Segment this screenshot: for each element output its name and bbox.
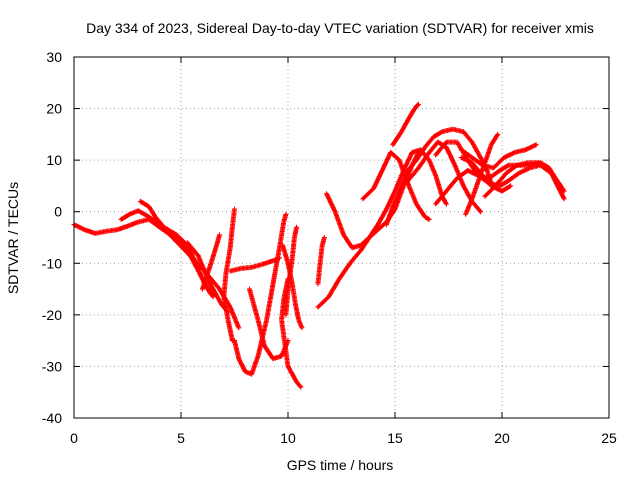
y-axis-label: SDTVAR / TECUs bbox=[5, 182, 21, 294]
x-tick-label: 25 bbox=[601, 430, 617, 446]
series-markers bbox=[232, 211, 289, 377]
series-markers bbox=[227, 255, 282, 274]
series-track-5 bbox=[199, 232, 222, 292]
grid bbox=[74, 57, 609, 418]
x-tick-label: 20 bbox=[494, 430, 510, 446]
series-markers bbox=[199, 232, 222, 292]
y-tick-label: 10 bbox=[46, 152, 62, 168]
series-track-7 bbox=[232, 211, 289, 377]
series-track-2 bbox=[118, 208, 242, 331]
series-track-17 bbox=[390, 101, 421, 148]
y-tick-label: 20 bbox=[46, 101, 62, 117]
x-tick-label: 5 bbox=[177, 430, 185, 446]
x-tick-label: 0 bbox=[70, 430, 78, 446]
series-markers bbox=[315, 235, 327, 287]
series-track-8 bbox=[227, 255, 282, 274]
chart-title: Day 334 of 2023, Sidereal Day-to-day VTE… bbox=[86, 20, 594, 36]
axis-ticks: 0 5 10 15 20 25 -40 -30 -20 -10 0 10 20 30 bbox=[42, 49, 617, 446]
y-tick-label: -40 bbox=[42, 410, 62, 426]
y-tick-label: -20 bbox=[42, 307, 62, 323]
series-track-25 bbox=[482, 160, 552, 199]
series-markers bbox=[279, 276, 304, 390]
data-points bbox=[71, 101, 567, 390]
series-track-12 bbox=[280, 242, 305, 331]
series-markers bbox=[390, 101, 421, 148]
series-track-13 bbox=[315, 235, 327, 287]
series-markers bbox=[482, 160, 552, 199]
series-track-10 bbox=[279, 276, 304, 390]
series-track-24 bbox=[458, 142, 539, 171]
series-markers bbox=[458, 142, 539, 171]
y-tick-label: 30 bbox=[46, 49, 62, 65]
series-markers bbox=[280, 242, 305, 331]
y-tick-label: 0 bbox=[54, 204, 62, 220]
series-track-22 bbox=[463, 131, 501, 217]
x-axis-label: GPS time / hours bbox=[287, 457, 394, 473]
series-markers bbox=[118, 208, 242, 331]
plot-frame bbox=[73, 56, 610, 419]
series-markers bbox=[463, 131, 501, 217]
y-tick-label: -30 bbox=[42, 358, 62, 374]
x-tick-label: 10 bbox=[280, 430, 296, 446]
x-tick-label: 15 bbox=[387, 430, 403, 446]
y-tick-label: -10 bbox=[42, 255, 62, 271]
